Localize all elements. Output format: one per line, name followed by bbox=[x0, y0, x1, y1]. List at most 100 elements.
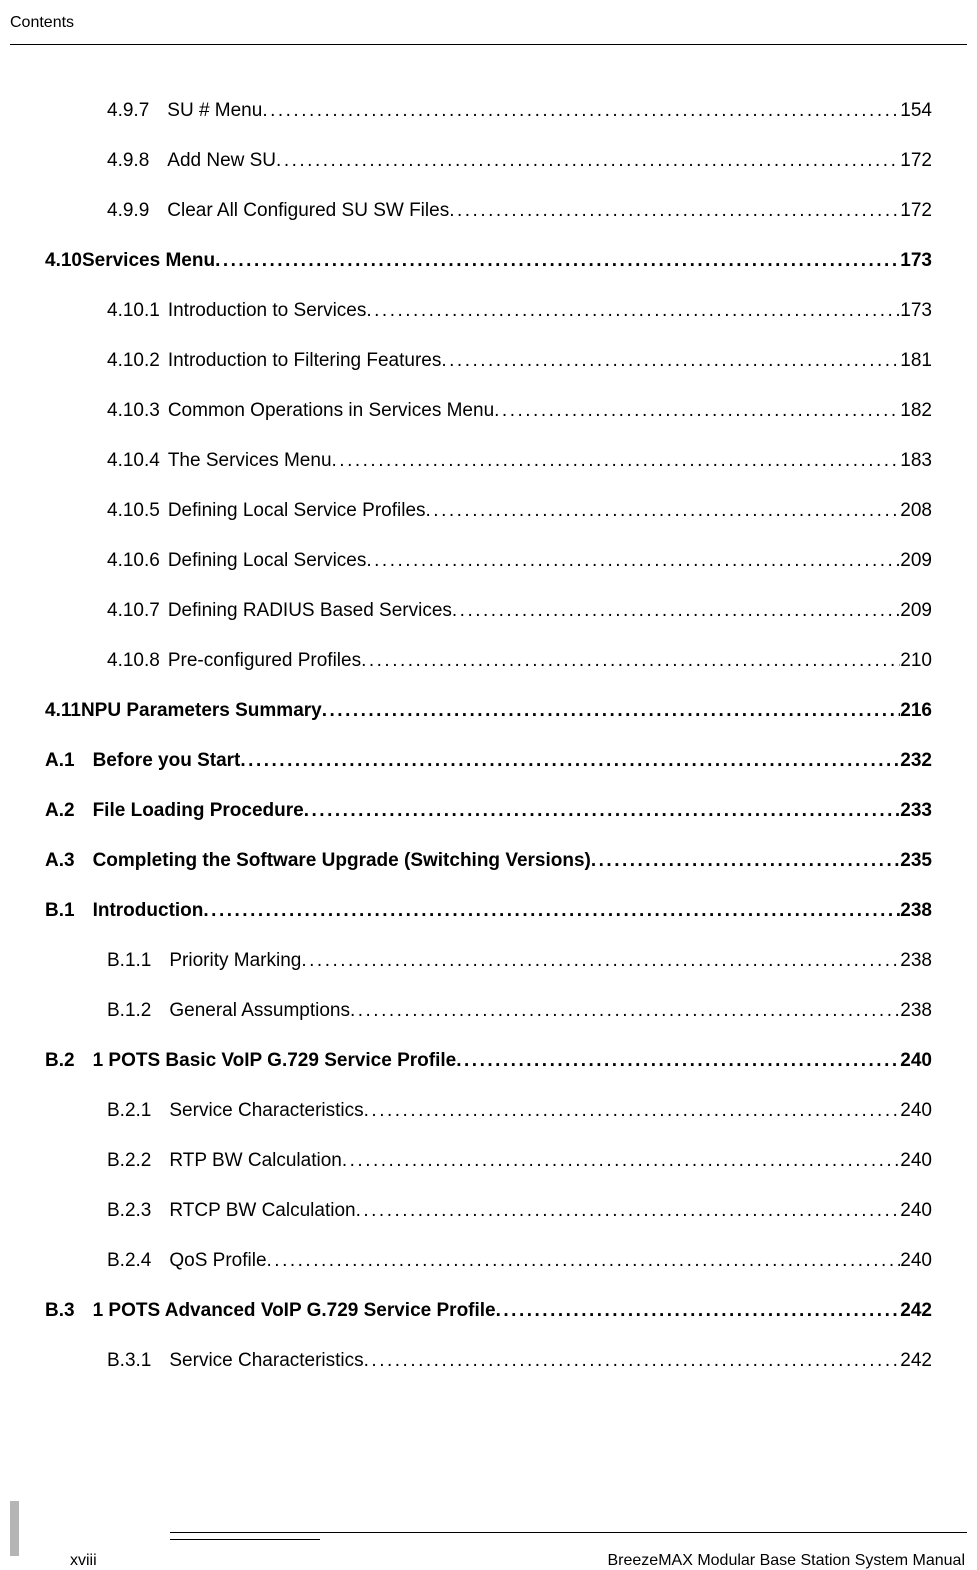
toc-entry-page: 240 bbox=[900, 1150, 932, 1172]
header-rule bbox=[10, 44, 967, 45]
toc-leader-dots bbox=[496, 1300, 901, 1322]
toc-entry-page: 238 bbox=[900, 900, 932, 922]
toc-entry-number: B.2.1 bbox=[107, 1100, 151, 1122]
toc-entry-page: 154 bbox=[900, 100, 932, 122]
toc-entry-page: 235 bbox=[900, 850, 932, 872]
toc-entry-number: B.1.1 bbox=[107, 950, 151, 972]
toc-row: B.2.3RTCP BW Calculation240 bbox=[45, 1200, 932, 1222]
toc-entry-title: Add New SU bbox=[167, 150, 276, 172]
toc-entry-number: 4.9.7 bbox=[107, 100, 149, 122]
toc-entry-title: Priority Marking bbox=[169, 950, 301, 972]
toc-leader-dots bbox=[276, 150, 900, 172]
toc-entry-page: 238 bbox=[900, 1000, 932, 1022]
toc-entry-title: 1 POTS Basic VoIP G.729 Service Profile bbox=[93, 1050, 457, 1072]
toc-entry-number: B.2 bbox=[45, 1050, 75, 1072]
toc-entry-title: The Services Menu bbox=[168, 450, 332, 472]
toc-leader-dots bbox=[356, 1200, 901, 1222]
toc-row: 4.10.2 Introduction to Filtering Features… bbox=[45, 350, 932, 372]
toc-entry-number: 4.10.4 bbox=[107, 450, 160, 472]
toc-row: 4.10.3Common Operations in Services Menu… bbox=[45, 400, 932, 422]
toc-entry-page: 173 bbox=[900, 250, 932, 272]
toc-entry-page: 209 bbox=[900, 550, 932, 572]
toc-entry-number: B.1.2 bbox=[107, 1000, 151, 1022]
toc-leader-dots bbox=[342, 1150, 900, 1172]
toc-row: 4.10.1Introduction to Services173 bbox=[45, 300, 932, 322]
toc-entry-title: General Assumptions bbox=[169, 1000, 350, 1022]
toc-leader-dots bbox=[426, 500, 901, 522]
toc-leader-dots bbox=[364, 1350, 901, 1372]
toc-entry-page: 173 bbox=[900, 300, 932, 322]
toc-entry-page: 240 bbox=[900, 1050, 932, 1072]
toc-row: 4.10.8Pre-configured Profiles210 bbox=[45, 650, 932, 672]
toc-entry-number: 4.10.2 bbox=[107, 350, 160, 372]
toc-entry-title: QoS Profile bbox=[169, 1250, 266, 1272]
toc-entry-title: Defining Local Services bbox=[168, 550, 367, 572]
toc-row: 4.9.8Add New SU172 bbox=[45, 150, 932, 172]
toc-row: 4.10.5 Defining Local Service Profiles 208 bbox=[45, 500, 932, 522]
toc-entry-title: Introduction to Filtering Features bbox=[168, 350, 442, 372]
toc-row: A.3Completing the Software Upgrade (Swit… bbox=[45, 850, 932, 872]
toc-entry-number: 4.10.6 bbox=[107, 550, 160, 572]
toc-entry-page: 240 bbox=[900, 1100, 932, 1122]
toc-entry-page: 238 bbox=[900, 950, 932, 972]
toc-entry-title: Services Menu bbox=[82, 250, 215, 272]
toc-entry-page: 209 bbox=[900, 600, 932, 622]
toc-entry-title: Introduction bbox=[93, 900, 204, 922]
toc-row: B.2.4QoS Profile240 bbox=[45, 1250, 932, 1272]
toc-entry-number: B.2.2 bbox=[107, 1150, 151, 1172]
toc-row: 4.11NPU Parameters Summary216 bbox=[45, 700, 932, 722]
toc-leader-dots bbox=[301, 950, 900, 972]
toc-entry-number: 4.10.1 bbox=[107, 300, 160, 322]
toc-entry-page: 208 bbox=[900, 500, 932, 522]
footer-rule-short bbox=[170, 1539, 320, 1540]
toc-entry-page: 183 bbox=[900, 450, 932, 472]
toc-entry-number: 4.10.8 bbox=[107, 650, 160, 672]
toc-entry-page: 210 bbox=[900, 650, 932, 672]
toc-entry-title: Service Characteristics bbox=[169, 1100, 363, 1122]
toc-entry-number: B.1 bbox=[45, 900, 75, 922]
toc-entry-page: 232 bbox=[900, 750, 932, 772]
toc-entry-title: 1 POTS Advanced VoIP G.729 Service Profi… bbox=[93, 1300, 496, 1322]
toc-leader-dots bbox=[350, 1000, 900, 1022]
toc-entry-page: 216 bbox=[900, 700, 932, 722]
toc-leader-dots bbox=[322, 700, 901, 722]
toc-row: A.1Before you Start232 bbox=[45, 750, 932, 772]
toc-entry-page: 240 bbox=[900, 1200, 932, 1222]
toc-entry-page: 242 bbox=[900, 1300, 932, 1322]
toc-entry-title: Completing the Software Upgrade (Switchi… bbox=[93, 850, 591, 872]
toc-entry-title: Common Operations in Services Menu bbox=[168, 400, 494, 422]
toc-entry-page: 242 bbox=[900, 1350, 932, 1372]
footer-page-number: xviii bbox=[70, 1552, 97, 1570]
toc-entry-number: 4.9.8 bbox=[107, 150, 149, 172]
toc-row: A.2File Loading Procedure233 bbox=[45, 800, 932, 822]
toc-entry-number: B.2.4 bbox=[107, 1250, 151, 1272]
toc-row: B.2.1 Service Characteristics 240 bbox=[45, 1100, 932, 1122]
toc-leader-dots bbox=[240, 750, 900, 772]
toc-entry-title: RTP BW Calculation bbox=[169, 1150, 341, 1172]
toc-row: B.2.2 RTP BW Calculation 240 bbox=[45, 1150, 932, 1172]
toc-entry-number: 4.9.9 bbox=[107, 200, 149, 222]
toc-leader-dots bbox=[262, 100, 900, 122]
toc-entry-title: SU # Menu bbox=[167, 100, 262, 122]
toc-row: 4.10.4 The Services Menu 183 bbox=[45, 450, 932, 472]
footer-rule-long bbox=[170, 1532, 967, 1533]
footer-tab bbox=[10, 1501, 19, 1556]
toc-row: B.1 Introduction 238 bbox=[45, 900, 932, 922]
toc-entry-number: 4.10.5 bbox=[107, 500, 160, 522]
toc-entry-number: B.3 bbox=[45, 1300, 75, 1322]
toc-leader-dots bbox=[215, 250, 900, 272]
footer-doc-title: BreezeMAX Modular Base Station System Ma… bbox=[608, 1552, 966, 1570]
toc-entry-title: Service Characteristics bbox=[169, 1350, 363, 1372]
toc-entry-page: 181 bbox=[900, 350, 932, 372]
toc-leader-dots bbox=[366, 550, 900, 572]
toc-entry-number: A.2 bbox=[45, 800, 75, 822]
toc-entry-title: Before you Start bbox=[93, 750, 241, 772]
toc-row: B.3 1 POTS Advanced VoIP G.729 Service Pr… bbox=[45, 1300, 932, 1322]
toc-row: 4.9.7 SU # Menu 154 bbox=[45, 100, 932, 122]
toc-row: B.3.1Service Characteristics242 bbox=[45, 1350, 932, 1372]
toc-leader-dots bbox=[203, 900, 900, 922]
toc-entry-title: NPU Parameters Summary bbox=[81, 700, 322, 722]
toc-leader-dots bbox=[304, 800, 901, 822]
toc-leader-dots bbox=[441, 350, 900, 372]
toc-entry-title: Defining Local Service Profiles bbox=[168, 500, 426, 522]
